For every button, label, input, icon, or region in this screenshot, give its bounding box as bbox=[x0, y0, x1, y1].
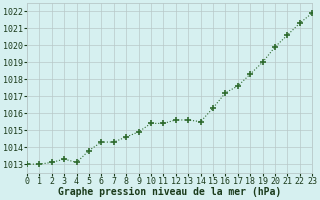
X-axis label: Graphe pression niveau de la mer (hPa): Graphe pression niveau de la mer (hPa) bbox=[58, 187, 281, 197]
